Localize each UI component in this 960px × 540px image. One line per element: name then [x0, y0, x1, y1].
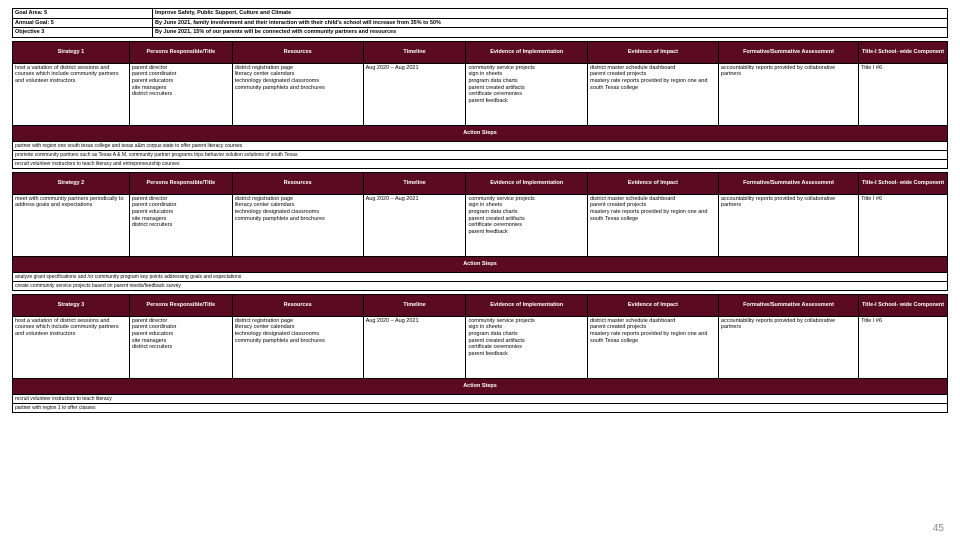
s3-resources: district registration pageliteracy cente… — [232, 316, 363, 378]
ev-impact-header: Evidence of Impact — [588, 41, 719, 63]
s3-persons: parent directorparent coordinatorparent … — [129, 316, 232, 378]
resources-header: Resources — [232, 41, 363, 63]
strategy-2-table: Strategy 2 Persons Responsible/Title Res… — [12, 172, 948, 291]
s2-component: Title I #6 — [859, 194, 948, 256]
s3-strategy: host a variation of district sessions an… — [13, 316, 130, 378]
s1-ev-implementation: community service projectssign in sheets… — [466, 63, 588, 125]
strategy-1-table: Strategy 1 Persons Responsible/Title Res… — [12, 41, 948, 169]
strategy-3-table: Strategy 3 Persons Responsible/Title Res… — [12, 294, 948, 413]
annual-goal-label: Annual Goal: 5 — [13, 18, 153, 28]
component-header: Title-I School- wide Component — [859, 41, 948, 63]
component-header: Title-I School- wide Component — [859, 172, 948, 194]
s1-strategy: host a variation of district sessions an… — [13, 63, 130, 125]
action-steps-2-header: Action Steps — [13, 256, 948, 272]
s2-ev-implementation: community service projectssign in sheets… — [466, 194, 588, 256]
ev-implementation-header: Evidence of Implementation — [466, 41, 588, 63]
strategy-3-header: Strategy 3 — [13, 294, 130, 316]
s1-assessment: accountability reports provided by colla… — [718, 63, 858, 125]
annual-goal-text: By June 2021, family involvement and the… — [153, 18, 948, 28]
s2-timeline: Aug 2020 – Aug 2021 — [363, 194, 466, 256]
ev-implementation-header: Evidence of Implementation — [466, 172, 588, 194]
action-1-3: recruit volunteer instructors to teach l… — [13, 159, 948, 168]
s3-assessment: accountability reports provided by colla… — [718, 316, 858, 378]
strategy-1-header: Strategy 1 — [13, 41, 130, 63]
ev-impact-header: Evidence of Impact — [588, 172, 719, 194]
action-1-1: partner with region one south texas coll… — [13, 141, 948, 150]
ev-implementation-header: Evidence of Implementation — [466, 294, 588, 316]
timeline-header: Timeline — [363, 294, 466, 316]
s1-persons: parent directorparent coordinatorparent … — [129, 63, 232, 125]
action-3-2: partner with region 1 to offer classes — [13, 403, 948, 412]
goal-area-label: Goal Area: 5 — [13, 9, 153, 19]
assessment-header: Formative/Summative Assessment — [718, 41, 858, 63]
s1-component: Title I #6 — [859, 63, 948, 125]
s3-ev-implementation: community service projectssign in sheets… — [466, 316, 588, 378]
s3-ev-impact: district master schedule dashboardparent… — [588, 316, 719, 378]
s3-timeline: Aug 2020 – Aug 2021 — [363, 316, 466, 378]
action-1-2: promote community partners such as Texas… — [13, 150, 948, 159]
objective-label: Objective 3 — [13, 28, 153, 38]
s2-ev-impact: district master schedule dashboardparent… — [588, 194, 719, 256]
assessment-header: Formative/Summative Assessment — [718, 172, 858, 194]
timeline-header: Timeline — [363, 172, 466, 194]
goal-area-text: Improve Safety, Public Support, Culture … — [153, 9, 948, 19]
ev-impact-header: Evidence of Impact — [588, 294, 719, 316]
s1-timeline: Aug 2020 – Aug 2021 — [363, 63, 466, 125]
goal-header-table: Goal Area: 5Improve Safety, Public Suppo… — [12, 8, 948, 38]
resources-header: Resources — [232, 294, 363, 316]
component-header: Title-I School- wide Component — [859, 294, 948, 316]
page-number: 45 — [933, 523, 944, 534]
objective-text: By June 2021, 15% of our parents will be… — [153, 28, 948, 38]
persons-header: Persons Responsible/Title — [129, 41, 232, 63]
s1-ev-impact: district master schedule dashboardparent… — [588, 63, 719, 125]
action-3-1: recruit volunteer instructors to teach l… — [13, 394, 948, 403]
strategy-2-header: Strategy 2 — [13, 172, 130, 194]
s2-resources: district registration pageliteracy cente… — [232, 194, 363, 256]
persons-header: Persons Responsible/Title — [129, 172, 232, 194]
s3-component: Title I #6 — [859, 316, 948, 378]
action-2-2: create community service projects based … — [13, 281, 948, 290]
persons-header: Persons Responsible/Title — [129, 294, 232, 316]
assessment-header: Formative/Summative Assessment — [718, 294, 858, 316]
s1-resources: district registration pageliteracy cente… — [232, 63, 363, 125]
action-2-1: analyze grant specifications and /or com… — [13, 272, 948, 281]
s2-persons: parent directorparent coordinatorparent … — [129, 194, 232, 256]
action-steps-3-header: Action Steps — [13, 378, 948, 394]
action-steps-1-header: Action Steps — [13, 125, 948, 141]
resources-header: Resources — [232, 172, 363, 194]
timeline-header: Timeline — [363, 41, 466, 63]
s2-strategy: meet with community partners periodicall… — [13, 194, 130, 256]
s2-assessment: accountability reports provided by colla… — [718, 194, 858, 256]
